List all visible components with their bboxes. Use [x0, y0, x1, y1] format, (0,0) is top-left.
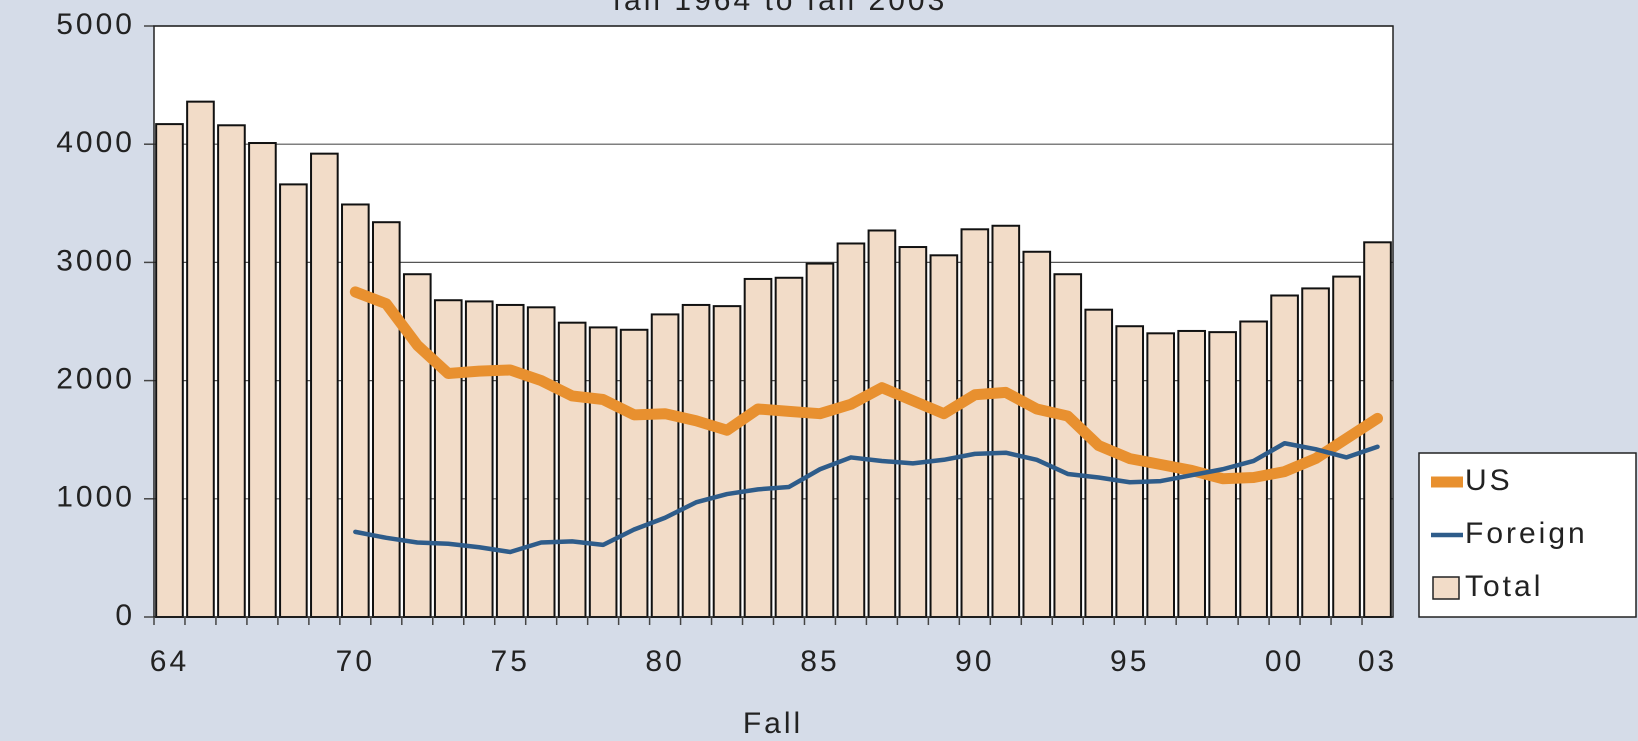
line-1: [353, 440, 1380, 555]
bar: [1146, 332, 1176, 618]
bar: [929, 254, 959, 618]
chart-title: fall 1964 to fall 2003: [613, 0, 948, 17]
legend-label: Total: [1465, 570, 1543, 603]
bar: [774, 276, 804, 618]
x-tick-label: 90: [955, 645, 994, 678]
bar: [464, 300, 494, 618]
bar: [248, 142, 277, 618]
bar: [1270, 294, 1299, 618]
bar: [557, 321, 587, 618]
bar: [991, 224, 1021, 618]
x-tick-label: 95: [1110, 645, 1149, 678]
bar: [836, 242, 866, 618]
bar: [1239, 320, 1268, 618]
x-tick-label: 70: [336, 645, 375, 678]
bar: [310, 152, 339, 618]
x-tick-label: 80: [645, 645, 684, 678]
bar: [867, 229, 897, 618]
bar: [805, 262, 835, 618]
bar: [155, 123, 184, 619]
bar: [371, 221, 401, 618]
bar: [217, 124, 246, 619]
plot-area: [154, 26, 1393, 617]
y-tick-label: 4000: [56, 126, 135, 159]
bar: [495, 303, 525, 618]
bar: [619, 328, 649, 618]
y-tick-label: 0: [115, 599, 135, 632]
bar: [1084, 308, 1114, 618]
bar: [526, 306, 556, 618]
y-tick-label: 5000: [56, 8, 135, 41]
y-tick-label: 1000: [56, 481, 135, 514]
x-tick-label: 00: [1265, 645, 1304, 678]
x-tick-label: 03: [1358, 645, 1397, 678]
x-tick-label: 75: [491, 645, 530, 678]
x-axis-title: Fall: [743, 707, 803, 740]
legend-label: Foreign: [1465, 517, 1588, 550]
legend-swatch: [1432, 576, 1460, 600]
bar: [681, 303, 711, 618]
bar: [650, 313, 680, 618]
x-tick-label: 64: [150, 645, 189, 678]
y-tick-label: 2000: [56, 363, 135, 396]
bar: [186, 100, 215, 618]
bar: [1022, 250, 1052, 618]
line-0: [349, 286, 1384, 485]
bar: [898, 246, 928, 618]
bar: [433, 299, 463, 618]
bar: [960, 228, 990, 619]
bar: [712, 305, 742, 618]
y-tick-label: 3000: [56, 244, 135, 277]
bar: [341, 203, 370, 618]
bar: [1115, 325, 1145, 618]
legend-label: US: [1465, 464, 1513, 497]
bar: [743, 277, 773, 618]
bar: [1053, 273, 1083, 618]
bar: [279, 183, 308, 618]
x-tick-label: 85: [800, 645, 839, 678]
bar: [588, 326, 618, 618]
